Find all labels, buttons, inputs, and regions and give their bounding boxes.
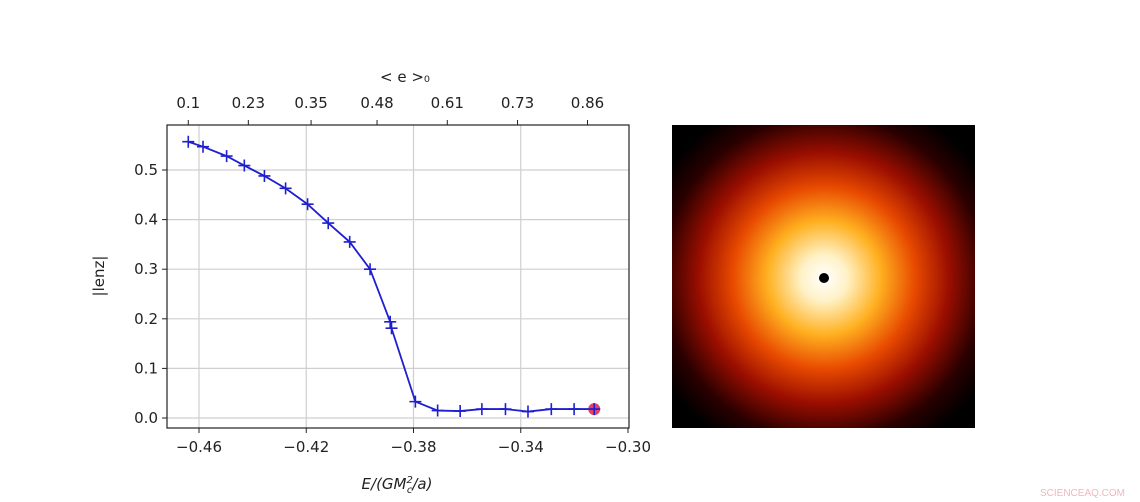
data-point-marker <box>258 169 271 182</box>
watermark: SCIENCEAQ.COM <box>1040 488 1125 499</box>
top-x-tick-label: 0.1 <box>176 94 200 112</box>
data-point-marker <box>568 403 581 416</box>
data-point-marker <box>301 198 314 211</box>
top-x-tick-label: 0.48 <box>360 94 393 112</box>
top-x-tick-label: 0.86 <box>571 94 604 112</box>
data-point-marker <box>385 322 398 335</box>
data-point-marker <box>182 135 195 148</box>
axis-ticks: −0.46 −0.42 −0.38 −0.34 −0.30 0.0 0.1 0.2 0.3 0.4… <box>134 94 651 456</box>
y-tick-label: 0.0 <box>134 409 158 427</box>
y-tick-label: 0.3 <box>134 260 158 278</box>
y-tick-label: 0.1 <box>134 359 158 377</box>
x-tick-label: −0.30 <box>605 438 651 456</box>
data-point-marker <box>197 140 210 153</box>
top-x-tick-label: 0.23 <box>232 94 265 112</box>
data-point-marker <box>499 403 512 416</box>
data-point-marker <box>431 404 444 417</box>
data-point-marker <box>220 150 233 163</box>
data-point-marker <box>521 405 534 418</box>
grid-lines <box>167 125 629 428</box>
data-point-marker <box>588 403 601 416</box>
axes-frame <box>166 124 630 429</box>
y-tick-label: 0.5 <box>134 161 158 179</box>
data-point-marker <box>279 182 292 195</box>
y-axis-label: |lenz| <box>90 256 108 297</box>
series-line <box>187 140 595 413</box>
top-x-tick-label: 0.73 <box>501 94 534 112</box>
data-point-marker <box>475 403 488 416</box>
top-x-tick-label: 0.35 <box>294 94 327 112</box>
top-x-tick-label: 0.61 <box>431 94 464 112</box>
center-marker <box>819 273 829 283</box>
data-point-marker <box>545 403 558 416</box>
x-tick-label: −0.46 <box>176 438 222 456</box>
data-point-marker <box>409 395 422 408</box>
y-tick-label: 0.4 <box>134 211 158 229</box>
data-point-marker <box>454 405 467 418</box>
data-point-marker <box>384 315 397 328</box>
data-point-marker <box>322 217 335 230</box>
data-point-marker <box>238 159 251 172</box>
x-tick-label: −0.38 <box>391 438 437 456</box>
x-tick-label: −0.42 <box>283 438 329 456</box>
data-point-marker <box>343 235 356 248</box>
y-tick-label: 0.2 <box>134 310 158 328</box>
data-point-marker <box>364 263 377 276</box>
series-lenz <box>182 135 601 418</box>
top-axis-label: < e >₀ <box>380 68 430 86</box>
x-axis-label: E/(GM2 c/a) <box>362 475 433 496</box>
x-tick-label: −0.34 <box>498 438 544 456</box>
